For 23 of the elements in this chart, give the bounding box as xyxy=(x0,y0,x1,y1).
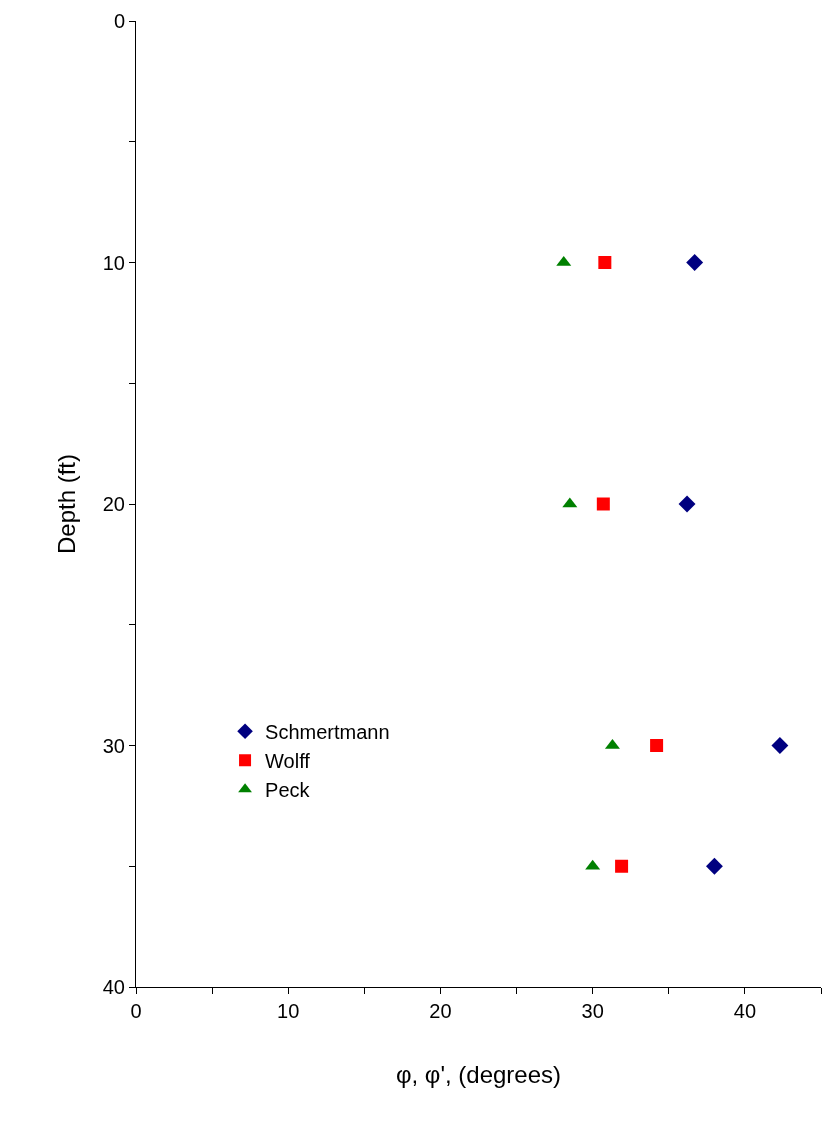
legend-label: Schmertmann xyxy=(265,720,390,743)
x-tick-label: 30 xyxy=(581,1000,604,1022)
x-axis-title: φ, φ', (degrees) xyxy=(395,1061,562,1089)
y-tick-label: 40 xyxy=(102,976,125,998)
legend-label: Wolff xyxy=(265,749,311,772)
point xyxy=(771,737,789,754)
point xyxy=(686,254,704,271)
y-axis-title: Depth (ft) xyxy=(52,453,80,555)
x-tick-label: 20 xyxy=(429,1000,452,1022)
point xyxy=(650,739,664,752)
y-tick-label: 10 xyxy=(102,251,125,274)
y-tick-label: 20 xyxy=(102,493,125,515)
y-tick-label: 0 xyxy=(113,10,125,32)
x-tick-label: 10 xyxy=(277,1000,300,1022)
x-tick-label: 0 xyxy=(130,1000,142,1022)
point xyxy=(596,497,610,511)
x-tick-label: 40 xyxy=(733,1000,757,1022)
legend-label: Peck xyxy=(265,778,311,801)
point xyxy=(678,495,696,513)
point xyxy=(598,256,612,269)
point xyxy=(615,859,629,873)
y-tick-label: 30 xyxy=(102,734,125,757)
point xyxy=(705,857,723,875)
